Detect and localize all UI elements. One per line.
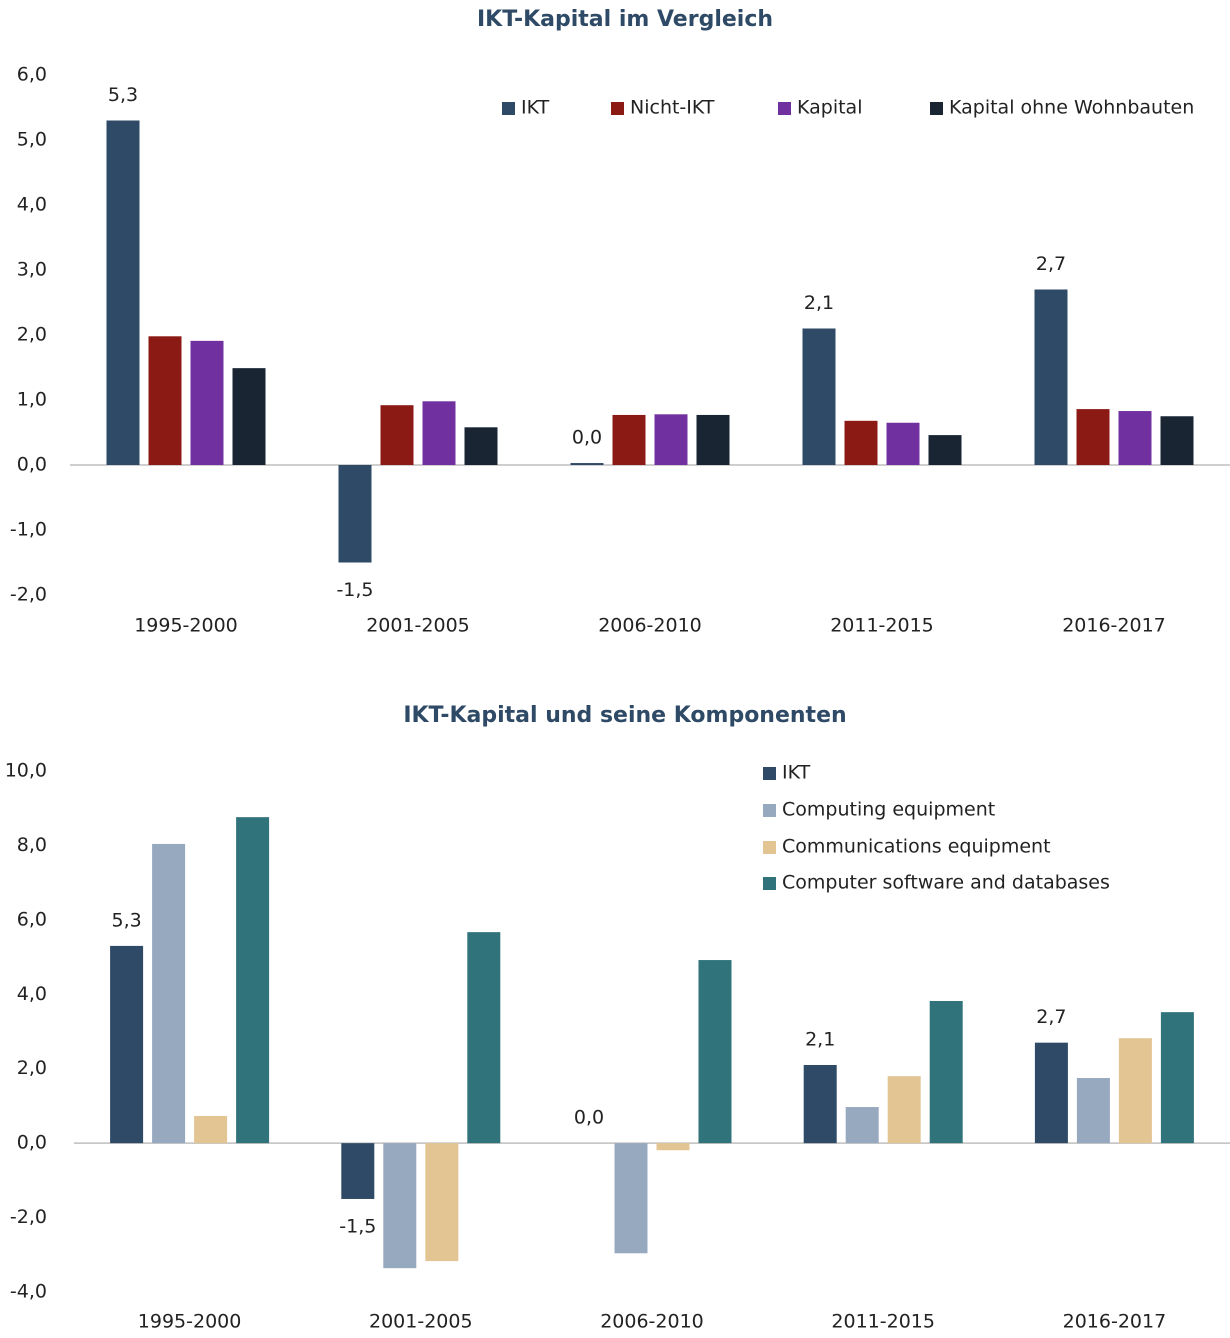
legend-label: Computer software and databases	[782, 872, 1110, 894]
y-tick-label: -2,0	[10, 1206, 47, 1228]
x-tick-label: 2016-2017	[1063, 1311, 1167, 1333]
legend-swatch	[778, 102, 791, 115]
bar	[1160, 1012, 1194, 1144]
legend-label: Kapital	[797, 97, 862, 119]
legend-label: Communications equipment	[782, 836, 1051, 858]
bar	[928, 435, 962, 465]
y-tick-label: -2,0	[10, 584, 47, 606]
bar	[1118, 1038, 1152, 1144]
y-tick-label: 1,0	[17, 389, 47, 411]
legend-swatch	[763, 841, 776, 854]
x-tick-label: 2001-2005	[369, 1311, 473, 1333]
x-tick-label: 2011-2015	[831, 1311, 935, 1333]
bar	[570, 463, 604, 465]
legend-label: IKT	[521, 97, 550, 119]
data-label: -1,5	[336, 579, 373, 601]
bar	[467, 932, 501, 1144]
y-tick-label: 6,0	[17, 64, 47, 86]
y-tick-label: 2,0	[17, 324, 47, 346]
bar	[803, 1064, 837, 1144]
legend-swatch	[930, 102, 943, 115]
legend-label: Kapital ohne Wohnbauten	[949, 97, 1194, 119]
bar	[1034, 289, 1068, 465]
data-label: 2,7	[1036, 1006, 1066, 1028]
x-tick-label: 2006-2010	[600, 1311, 704, 1333]
x-tick-label: 2016-2017	[1062, 615, 1166, 637]
x-tick-label: 1995-2000	[138, 1311, 242, 1333]
data-label: 2,7	[1036, 253, 1066, 275]
bar	[190, 340, 224, 465]
bar	[380, 405, 414, 465]
y-tick-label: 4,0	[17, 983, 47, 1005]
legend-swatch	[763, 804, 776, 817]
data-label: 0,0	[572, 427, 602, 449]
bar	[845, 1107, 879, 1144]
bar	[338, 465, 372, 563]
chart-title: IKT-Kapital und seine Komponenten	[403, 703, 846, 728]
y-tick-label: 2,0	[17, 1057, 47, 1079]
bar	[698, 960, 732, 1144]
bar	[341, 1143, 375, 1199]
bar	[425, 1143, 459, 1262]
bar	[1118, 411, 1152, 465]
bar	[802, 328, 836, 465]
legend-swatch	[763, 767, 776, 780]
bar	[886, 422, 920, 465]
y-tick-label: 6,0	[17, 908, 47, 930]
y-tick-label: 8,0	[17, 834, 47, 856]
y-tick-label: 10,0	[5, 760, 47, 782]
y-tick-label: -1,0	[10, 519, 47, 541]
bar	[148, 336, 182, 465]
bar	[152, 843, 186, 1144]
legend-swatch	[611, 102, 624, 115]
x-tick-label: 2006-2010	[598, 615, 702, 637]
bar	[383, 1143, 417, 1269]
bar	[656, 1143, 690, 1151]
bar	[110, 945, 144, 1144]
bar	[654, 414, 688, 465]
bar	[194, 1115, 228, 1144]
legend-label: IKT	[782, 762, 811, 784]
bar	[1076, 1078, 1110, 1144]
bar	[844, 420, 878, 465]
data-label: 5,3	[111, 909, 141, 931]
y-tick-label: 3,0	[17, 259, 47, 281]
bar	[696, 414, 730, 465]
data-label: 0,0	[574, 1107, 604, 1129]
data-label: 2,1	[804, 292, 834, 314]
bar	[614, 1143, 648, 1254]
legend-swatch	[502, 102, 515, 115]
bar	[236, 817, 270, 1144]
bar	[1034, 1042, 1068, 1144]
bar	[464, 427, 498, 465]
bar	[612, 414, 646, 465]
y-tick-label: 0,0	[17, 454, 47, 476]
y-tick-label: -4,0	[10, 1281, 47, 1303]
bar	[422, 401, 456, 465]
data-label: 5,3	[108, 84, 138, 106]
data-label: -1,5	[339, 1215, 376, 1237]
bar	[1076, 409, 1110, 465]
x-tick-label: 1995-2000	[134, 615, 238, 637]
legend-label: Computing equipment	[782, 799, 995, 821]
bar	[106, 120, 140, 465]
x-tick-label: 2001-2005	[366, 615, 470, 637]
y-tick-label: 5,0	[17, 129, 47, 151]
bar	[232, 368, 266, 465]
legend-swatch	[763, 877, 776, 890]
bar	[1160, 416, 1194, 465]
chart-title: IKT-Kapital im Vergleich	[477, 7, 773, 32]
data-label: 2,1	[805, 1028, 835, 1050]
y-tick-label: 0,0	[17, 1132, 47, 1154]
legend-label: Nicht-IKT	[630, 97, 715, 119]
x-tick-label: 2011-2015	[830, 615, 934, 637]
bar	[929, 1000, 963, 1144]
bar	[887, 1076, 921, 1144]
y-tick-label: 4,0	[17, 194, 47, 216]
